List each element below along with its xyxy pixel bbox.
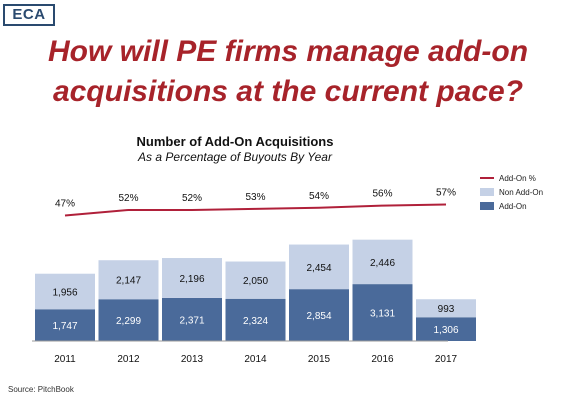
data-label-non-add-on: 1,956 xyxy=(52,287,77,298)
data-label-add-on-pct: 56% xyxy=(372,189,392,200)
legend-swatch-non-add-on xyxy=(480,188,494,196)
data-label-add-on: 2,299 xyxy=(116,316,141,327)
bar-non-add-on xyxy=(416,299,476,318)
data-label-add-on: 2,324 xyxy=(243,316,268,327)
legend-swatch-add-on xyxy=(480,202,494,210)
data-label-add-on: 3,131 xyxy=(370,309,395,320)
bar-non-add-on xyxy=(289,244,349,290)
data-label-add-on-pct: 53% xyxy=(245,192,265,203)
bar-add-on xyxy=(416,317,476,341)
data-label-add-on: 2,854 xyxy=(306,311,331,322)
data-label-add-on-pct: 54% xyxy=(309,191,329,202)
data-label-add-on-pct: 52% xyxy=(118,193,138,204)
bar-non-add-on xyxy=(352,239,413,285)
bar-non-add-on xyxy=(98,260,159,300)
headline: How will PE firms manage add-on acquisit… xyxy=(0,32,576,112)
bar-add-on xyxy=(289,289,349,341)
eca-logo: ECA xyxy=(3,4,55,26)
data-label-add-on-pct: 47% xyxy=(55,199,75,210)
data-label-add-on: 1,747 xyxy=(52,321,77,332)
x-tick-label: 2012 xyxy=(117,354,140,365)
legend-line-swatch xyxy=(480,177,494,179)
bar-non-add-on xyxy=(162,258,222,298)
data-label-add-on: 1,306 xyxy=(433,325,458,336)
headline-line-1: How will PE firms manage add-on xyxy=(47,35,529,68)
data-label-non-add-on: 2,196 xyxy=(179,274,204,285)
bar-add-on xyxy=(35,309,95,341)
headline-line-2: acquisitions at the current pace? xyxy=(52,75,524,108)
data-label-add-on: 2,371 xyxy=(179,315,204,326)
data-label-non-add-on: 993 xyxy=(438,304,455,315)
x-tick-label: 2016 xyxy=(371,354,394,365)
legend-label: Non Add-On xyxy=(499,187,544,197)
bar-add-on xyxy=(352,284,413,341)
legend-item-non-add-on: Non Add-On xyxy=(480,185,543,199)
source-note: Source: PitchBook xyxy=(8,385,74,394)
chart-title: Number of Add-On Acquisitions xyxy=(136,134,334,149)
chart-legend: Add-On % Non Add-On Add-On xyxy=(480,171,543,213)
bar-non-add-on xyxy=(35,273,95,310)
x-tick-label: 2017 xyxy=(435,354,458,365)
x-tick-label: 2013 xyxy=(181,354,204,365)
x-tick-label: 2011 xyxy=(54,354,76,365)
data-label-non-add-on: 2,454 xyxy=(306,263,331,274)
legend-label: Add-On % xyxy=(499,173,536,183)
bar-add-on xyxy=(225,298,286,341)
data-label-non-add-on: 2,050 xyxy=(243,276,268,287)
data-label-non-add-on: 2,147 xyxy=(116,276,141,287)
x-tick-label: 2015 xyxy=(308,354,331,365)
legend-item-add-on: Add-On xyxy=(480,199,543,213)
chart-subtitle: As a Percentage of Buyouts By Year xyxy=(138,150,332,164)
bar-add-on xyxy=(162,297,222,341)
legend-item-add-on-pct: Add-On % xyxy=(480,171,543,185)
bar-non-add-on xyxy=(225,261,286,299)
legend-label: Add-On xyxy=(499,201,527,211)
series-line-add-on-pct xyxy=(64,203,447,217)
data-label-add-on-pct: 52% xyxy=(182,193,202,204)
bar-add-on xyxy=(98,299,159,341)
data-label-add-on-pct: 57% xyxy=(436,188,456,199)
data-label-non-add-on: 2,446 xyxy=(370,258,395,269)
x-tick-label: 2014 xyxy=(244,354,267,365)
